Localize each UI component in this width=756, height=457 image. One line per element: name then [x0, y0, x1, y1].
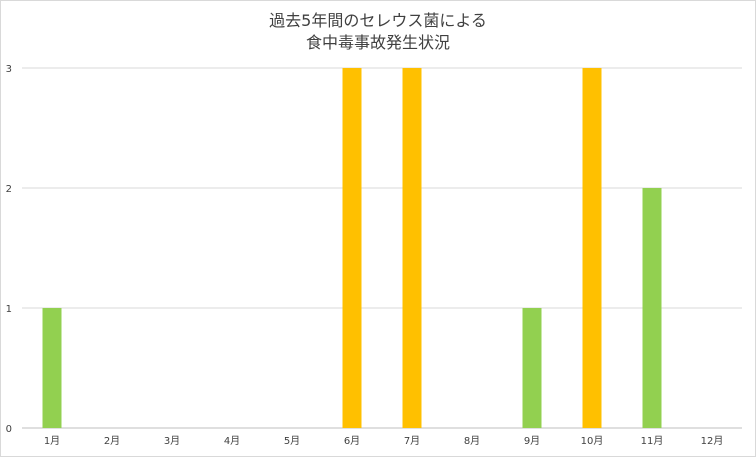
bar — [522, 308, 542, 428]
chart-title-line-1: 過去5年間のセレウス菌による — [269, 11, 487, 30]
x-tick-label: 3月 — [164, 435, 180, 447]
x-tick-label: 9月 — [524, 435, 540, 447]
x-tick-label: 6月 — [344, 435, 360, 447]
x-tick-label: 1月 — [44, 435, 60, 447]
y-tick-label: 1 — [6, 304, 12, 315]
bar — [42, 308, 62, 428]
gridlines — [22, 67, 742, 429]
x-tick-label: 5月 — [284, 435, 300, 447]
y-tick-label: 0 — [6, 424, 12, 435]
y-axis-ticks: 0 1 2 3 — [6, 64, 12, 435]
x-tick-label: 11月 — [641, 435, 664, 447]
x-axis-ticks: 1月 2月 3月 4月 5月 6月 7月 8月 9月 10月 11月 12月 — [44, 435, 724, 447]
chart-title: 過去5年間のセレウス菌による 食中毒事故発生状況 — [0, 10, 756, 54]
bar — [402, 68, 422, 428]
x-tick-label: 8月 — [464, 435, 480, 447]
chart-title-line-2: 食中毒事故発生状況 — [305, 33, 450, 52]
x-tick-label: 4月 — [224, 435, 240, 447]
y-tick-label: 2 — [6, 184, 12, 195]
x-tick-label: 10月 — [581, 435, 604, 447]
bars — [42, 68, 662, 428]
bar — [642, 188, 662, 428]
x-tick-label: 12月 — [701, 435, 724, 447]
y-tick-label: 3 — [6, 64, 12, 75]
x-tick-label: 7月 — [404, 435, 420, 447]
bar — [582, 68, 602, 428]
bar — [342, 68, 362, 428]
x-tick-label: 2月 — [104, 435, 120, 447]
